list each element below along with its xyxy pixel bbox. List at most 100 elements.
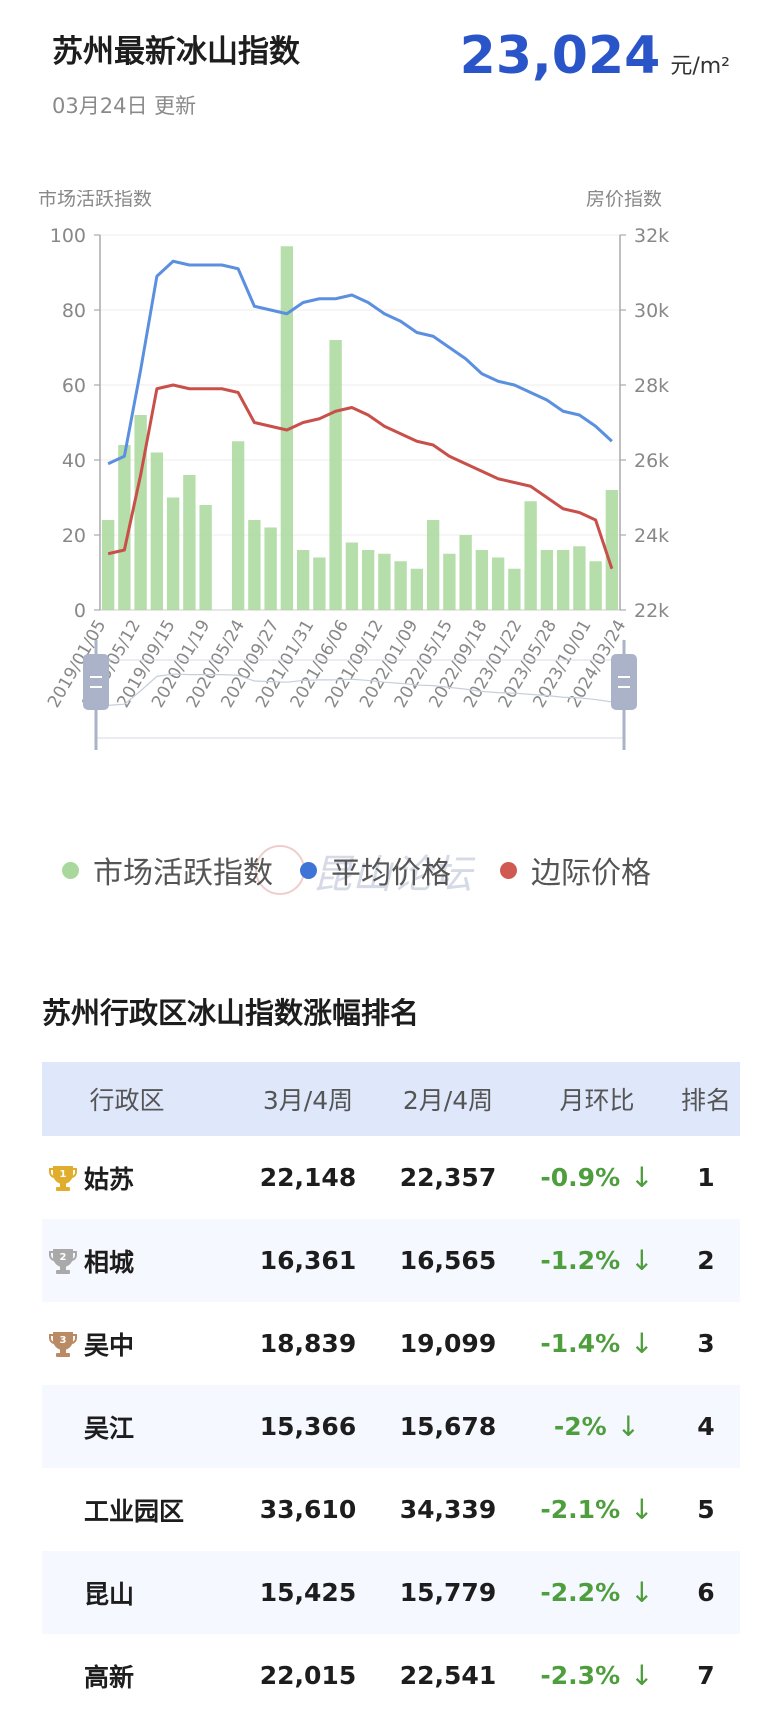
table-row[interactable]: 高新 22,015 22,541 -2.3% ↓ 7 — [42, 1634, 740, 1717]
activity-bar — [166, 497, 180, 610]
bronze-trophy-icon: 3 — [42, 1329, 84, 1359]
left-tick-label: 0 — [74, 600, 86, 622]
col-district[interactable]: 行政区 — [89, 1086, 165, 1115]
mom-change-cell: -1.2% ↓ — [522, 1244, 672, 1277]
down-arrow-icon: ↓ — [630, 1576, 654, 1609]
mom-change-cell: -1.4% ↓ — [522, 1327, 672, 1360]
district-cell: 高新 — [42, 1658, 242, 1694]
mom-change-cell: -2.2% ↓ — [522, 1576, 672, 1609]
mom-change-cell: -2.1% ↓ — [522, 1493, 672, 1526]
activity-bar — [183, 475, 196, 610]
february-value: 22,541 — [399, 1661, 497, 1690]
table-row[interactable]: 3 吴中 18,839 19,099 -1.4% ↓ 3 — [42, 1302, 740, 1385]
february-value: 15,779 — [399, 1578, 497, 1607]
ranking-table-body: 1 姑苏 22,148 22,357 -0.9% ↓ 1 2 相城 16,361 … — [42, 1136, 740, 1717]
svg-text:1: 1 — [60, 1169, 67, 1180]
district-cell: 吴江 — [42, 1409, 242, 1445]
col-march[interactable]: 3月/4周 — [262, 1086, 354, 1115]
left-tick-label: 80 — [62, 300, 86, 322]
activity-bar — [264, 527, 277, 610]
march-value: 15,366 — [259, 1412, 357, 1441]
legend-dot-icon — [62, 861, 79, 879]
district-name: 相城 — [84, 1247, 135, 1277]
left-axis-title: 市场活跃指数 — [38, 190, 152, 210]
legend-dot-icon — [300, 861, 317, 879]
activity-bar — [443, 553, 456, 610]
col-february[interactable]: 2月/4周 — [402, 1086, 494, 1115]
march-value: 22,148 — [259, 1163, 357, 1192]
activity-bar — [573, 546, 586, 610]
slider-overview-line — [108, 673, 612, 706]
february-value: 15,678 — [399, 1412, 497, 1441]
average-price-line — [107, 259, 613, 466]
slider-left-handle[interactable] — [83, 654, 109, 710]
district-cell: 2 相城 — [42, 1243, 242, 1279]
down-arrow-icon: ↓ — [616, 1410, 641, 1443]
svg-text:2: 2 — [60, 1252, 67, 1263]
district-name: 吴中 — [84, 1330, 135, 1360]
legend-item[interactable]: 边际价格 — [500, 848, 651, 892]
activity-bar — [589, 561, 602, 610]
activity-bar — [540, 550, 554, 610]
left-tick-label: 60 — [62, 375, 86, 397]
activity-bar — [378, 553, 391, 610]
right-tick-label: 30k — [634, 300, 669, 322]
page-title: 苏州最新冰山指数 — [52, 34, 300, 70]
rank-value: 2 — [697, 1246, 715, 1275]
marginal-price-line — [107, 383, 614, 570]
price-unit: 元/m² — [670, 54, 730, 79]
col-rank[interactable]: 排名 — [680, 1086, 731, 1115]
right-tick-label: 24k — [634, 525, 669, 547]
rank-value: 3 — [697, 1329, 715, 1358]
activity-bar — [605, 490, 619, 610]
activity-bar — [150, 452, 164, 610]
legend-item[interactable]: 平均价格 — [300, 848, 451, 892]
district-cell: 工业园区 — [42, 1492, 242, 1528]
rank-value: 4 — [697, 1412, 715, 1441]
table-row[interactable]: 昆山 15,425 15,779 -2.2% ↓ 6 — [42, 1551, 740, 1634]
activity-bar — [556, 550, 570, 610]
activity-bar — [329, 340, 342, 610]
mom-change-cell: -2% ↓ — [522, 1410, 672, 1443]
district-name: 昆山 — [84, 1579, 135, 1609]
activity-bar — [524, 501, 537, 610]
table-row[interactable]: 工业园区 33,610 34,339 -2.1% ↓ 5 — [42, 1468, 740, 1551]
left-tick-label: 40 — [62, 450, 86, 472]
february-value: 22,357 — [399, 1163, 497, 1192]
activity-bar — [475, 550, 489, 610]
activity-bar — [459, 535, 472, 610]
mom-change-value: -1.2% — [540, 1246, 621, 1275]
ranking-table: 行政区 3月/4周 2月/4周 月环比 排名 1 姑苏 22,148 22,35… — [42, 1062, 740, 1717]
table-row[interactable]: 1 姑苏 22,148 22,357 -0.9% ↓ 1 — [42, 1136, 740, 1219]
district-name: 高新 — [84, 1662, 135, 1692]
rank-value: 5 — [697, 1495, 715, 1524]
district-cell: 1 姑苏 — [42, 1160, 242, 1196]
activity-bar — [426, 520, 440, 610]
table-row[interactable]: 2 相城 16,361 16,565 -1.2% ↓ 2 — [42, 1219, 740, 1302]
activity-bar — [394, 561, 407, 610]
iceberg-index-chart[interactable]: 市场活跃指数 房价指数 0 20 40 60 80 100 22k 24k 26k 28k 30k 32k… — [0, 190, 780, 830]
col-mom-change[interactable]: 月环比 — [559, 1086, 635, 1115]
legend-item[interactable]: 市场活跃指数 — [62, 848, 273, 892]
table-row[interactable]: 吴江 15,366 15,678 -2% ↓ 4 — [42, 1385, 740, 1468]
left-tick-label: 100 — [50, 225, 86, 247]
district-name: 姑苏 — [84, 1164, 135, 1194]
right-tick-label: 26k — [634, 450, 669, 472]
district-name: 工业园区 — [84, 1496, 185, 1526]
right-tick-label: 32k — [634, 225, 669, 247]
right-axis-title: 房价指数 — [586, 190, 662, 210]
ranking-table-header: 行政区 3月/4周 2月/4周 月环比 排名 — [42, 1062, 740, 1136]
down-arrow-icon: ↓ — [630, 1493, 654, 1526]
rank-value: 6 — [697, 1578, 715, 1607]
mom-change-value: -2.1% — [540, 1495, 621, 1524]
slider-right-handle[interactable] — [611, 654, 637, 710]
legend-label: 市场活跃指数 — [93, 856, 273, 891]
price-value: 23,024 — [459, 26, 661, 86]
silver-trophy-icon: 2 — [42, 1246, 84, 1276]
legend-label: 平均价格 — [331, 856, 451, 891]
activity-bar — [118, 445, 131, 610]
rank-value: 1 — [697, 1163, 715, 1192]
district-name: 吴江 — [84, 1413, 135, 1443]
activity-bar — [231, 441, 245, 610]
down-arrow-icon: ↓ — [630, 1327, 654, 1360]
